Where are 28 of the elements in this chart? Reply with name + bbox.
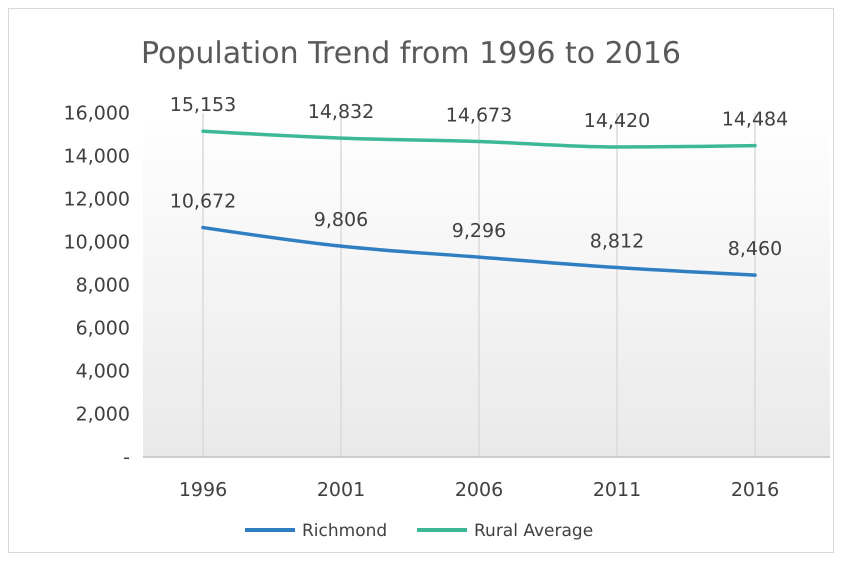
chart-title: Population Trend from 1996 to 2016	[140, 36, 682, 71]
y-tick-label: -	[123, 446, 130, 469]
data-label: 9,806	[314, 209, 368, 232]
y-tick-label: 10,000	[64, 232, 130, 254]
legend-label: Richmond	[302, 520, 388, 541]
y-tick-label: 14,000	[64, 146, 130, 168]
y-tick-label: 8,000	[76, 274, 130, 297]
data-label: 14,832	[308, 101, 374, 124]
x-tick-label: 2001	[316, 479, 366, 501]
data-label: 8,812	[590, 230, 644, 253]
data-label: 15,153	[170, 94, 236, 116]
data-label: 9,296	[452, 220, 506, 242]
data-label: 14,673	[446, 104, 512, 127]
y-tick-label: 4,000	[76, 360, 130, 383]
y-tick-label: 2,000	[76, 404, 130, 426]
legend-label: Rural Average	[474, 520, 594, 541]
data-label: 14,484	[722, 108, 788, 131]
x-tick-label: 2016	[730, 479, 780, 501]
data-label: 10,672	[170, 190, 236, 213]
x-tick-label: 2006	[454, 479, 504, 501]
y-tick-label: 12,000	[64, 188, 130, 211]
data-label: 8,460	[728, 238, 782, 260]
x-tick-label: 1996	[178, 479, 228, 501]
line-series	[201, 129, 757, 149]
data-label: 14,420	[584, 110, 650, 132]
y-tick-label: 16,000	[64, 102, 130, 125]
x-tick-label: 2011	[592, 479, 642, 501]
y-tick-label: 6,000	[76, 318, 130, 340]
